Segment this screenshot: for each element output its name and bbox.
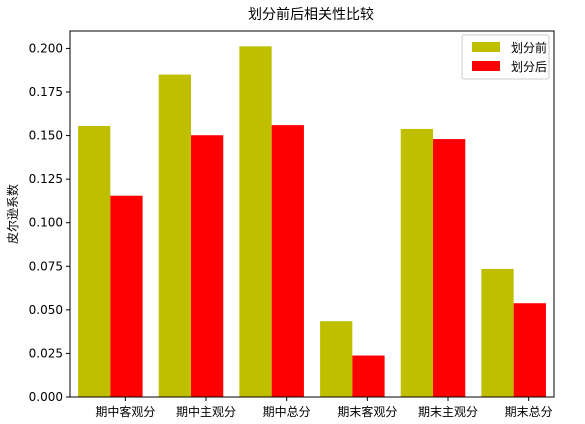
y-tick-label: 0.025: [29, 346, 63, 360]
y-tick-label: 0.200: [29, 41, 63, 55]
y-tick-label: 0.100: [29, 216, 63, 230]
y-tick-label: 0.000: [29, 390, 63, 404]
axes-frame: [69, 30, 555, 398]
x-tick-label: 期中主观分: [176, 404, 236, 419]
bar-after-0: [110, 195, 143, 397]
legend-swatch-1: [472, 61, 500, 71]
y-tick-label: 0.150: [29, 129, 63, 143]
legend-label-0: 划分前: [511, 40, 547, 55]
legend-label-1: 划分后: [511, 60, 547, 74]
legend-swatch-0: [472, 42, 500, 52]
x-tick-label: 期中客观分: [95, 404, 155, 419]
y-tick-label: 0.050: [29, 303, 63, 317]
y-tick-label: 0.175: [29, 85, 63, 99]
bar-after-1: [191, 135, 224, 398]
x-tick-label: 期末总分: [505, 405, 553, 419]
bar-before-4: [400, 128, 433, 397]
y-tick-label: 0.125: [29, 172, 63, 186]
x-tick-label: 期末客观分: [337, 404, 397, 419]
bar-before-3: [320, 321, 353, 397]
bar-before-0: [78, 125, 111, 397]
chart-title: 划分前后相关性比较: [248, 6, 374, 23]
bar-before-1: [158, 74, 191, 398]
bar-before-5: [481, 268, 514, 397]
y-axis-label: 皮尔逊系数: [5, 184, 20, 244]
x-tick-label: 期末主观分: [418, 405, 478, 419]
bar-after-4: [433, 139, 466, 398]
plot-area: 0.000 0.025 0.050 0.075 0.100 0.125 0.150 0.175…: [29, 30, 555, 419]
bar-after-3: [352, 355, 385, 397]
bar-after-2: [271, 125, 304, 397]
bar-before-2: [239, 46, 272, 397]
x-tick-label: 期中总分: [263, 404, 311, 419]
bar-after-5: [513, 303, 546, 397]
y-tick-label: 0.075: [29, 259, 63, 273]
